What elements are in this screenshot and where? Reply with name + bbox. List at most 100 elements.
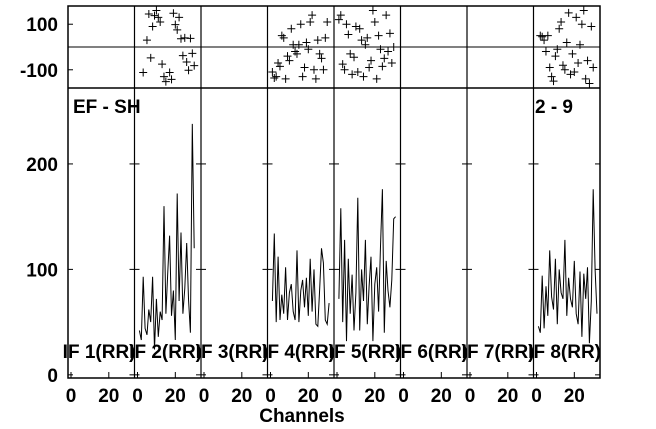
data-series [138,6,598,350]
x-tick-label: 20 [364,386,385,407]
phase-point [321,33,330,42]
phase-point [572,13,581,22]
phase-point [313,36,322,45]
phase-point [574,58,583,67]
phase-point [374,31,383,40]
phase-point [577,20,586,29]
phase-point [560,65,569,74]
phase-point [308,11,317,20]
amplitude-line [138,123,195,350]
phase-point [184,66,193,75]
x-tick-label: 0 [531,386,542,407]
x-tick-label: 0 [398,386,409,407]
x-tick-label: 0 [132,386,143,407]
x-tick-label: 0 [332,386,343,407]
amplitude-line [537,189,598,344]
phase-point [148,22,157,31]
phase-point [139,68,148,77]
phase-point [173,25,182,34]
antenna-pair-label: 2 - 9 [535,97,573,118]
phase-point [376,45,385,54]
phase-point [268,68,277,77]
phase-point [553,45,562,54]
amp-tick-label: 100 [26,260,58,281]
x-axis-title: Channels [259,406,345,427]
phase-point [368,6,377,15]
panel-label: IF 8(RR) [528,342,601,363]
phase-point [323,17,332,26]
phase-point [270,73,279,82]
phase-point [558,61,567,70]
x-tick-label: 20 [497,386,518,407]
x-tick-label: 0 [465,386,476,407]
phase-point [190,61,199,70]
phase-point [355,24,364,33]
phase-point [311,74,320,83]
phase-point [350,53,359,62]
phase-point [564,8,573,17]
phase-point [309,65,318,74]
phase-point [353,68,362,77]
x-tick-label: 20 [564,386,585,407]
phase-point [285,56,294,65]
phase-point [165,68,174,77]
panel-label: IF 2(RR) [129,342,202,363]
axis-ticks [68,23,600,378]
phase-point [178,51,187,60]
panel-label: IF 1(RR) [63,342,136,363]
phase-point [272,72,281,81]
phase-point [363,33,372,42]
x-tick-label: 0 [199,386,210,407]
phase-tick-label: -100 [20,61,58,82]
phase-point [378,62,387,71]
phase-point [370,17,379,26]
phase-point [296,20,305,29]
phase-point [146,53,155,62]
phase-point [372,74,381,83]
phase-point [367,56,376,65]
phase-point [161,77,170,86]
phase-point [283,52,292,61]
phase-point [176,34,185,43]
phase-point [551,52,560,61]
phase-point [575,40,584,49]
phase-point [346,49,355,58]
phase-point [342,20,351,29]
phase-point [150,11,159,20]
phase-point [570,68,579,77]
amplitude-line [271,233,330,328]
phase-point [281,74,290,83]
phase-point [361,40,370,49]
phase-point [142,36,151,45]
phase-point [300,63,309,72]
x-tick-label: 0 [66,386,77,407]
panel-label: IF 3(RR) [196,342,269,363]
phase-point [306,17,315,26]
phase-point [543,31,552,40]
phase-point [344,30,353,39]
x-tick-label: 20 [98,386,119,407]
phase-point [152,6,161,15]
phase-point [294,40,303,49]
phase-point [587,22,596,31]
phase-point [340,65,349,74]
phase-point [384,47,393,56]
x-tick-label: 20 [165,386,186,407]
phase-point [536,31,545,40]
phase-point [334,15,343,24]
phase-point [171,20,180,29]
panel-frames [67,5,601,379]
phase-point [274,58,283,67]
phase-point [291,47,300,56]
phase-point [156,17,165,26]
phase-point [387,58,396,67]
phase-point [359,72,368,81]
phase-point [583,56,592,65]
amplitude-line [338,189,396,342]
phase-point [581,74,590,83]
phase-point [287,24,296,33]
phase-point [277,31,286,40]
phase-point [540,36,549,45]
phase-point [579,6,588,15]
